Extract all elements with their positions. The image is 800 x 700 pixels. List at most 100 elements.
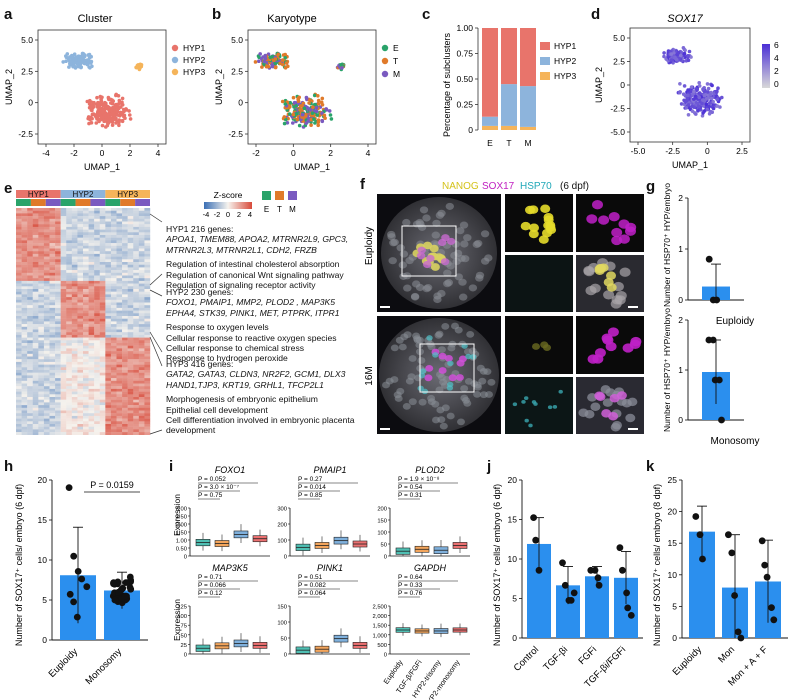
heatmap-cell <box>77 353 84 357</box>
panel-b-xticks: -2 0 2 4 <box>252 144 371 158</box>
heatmap-cell <box>16 213 22 217</box>
heatmap-cell <box>49 397 56 400</box>
heatmap-cell <box>49 375 56 379</box>
heatmap-cell <box>83 289 89 292</box>
heatmap-cell <box>55 415 61 419</box>
heatmap-cell <box>71 383 78 387</box>
heatmap-cell <box>138 286 145 290</box>
tick-label: -5.0 <box>631 146 646 156</box>
heatmap-cell <box>55 383 61 387</box>
heatmap-cell <box>99 429 106 433</box>
heatmap-cell <box>94 262 100 265</box>
heatmap-cell <box>122 275 128 279</box>
umap-point <box>95 105 100 109</box>
zscore-tick: -2 <box>214 210 221 219</box>
heatmap-cell <box>32 421 39 425</box>
heatmap-cell <box>43 299 50 303</box>
heatmap-cell <box>16 367 22 371</box>
heatmap-cell <box>110 372 117 376</box>
heatmap-cell <box>66 397 73 400</box>
group-bar-segment <box>60 190 106 198</box>
heatmap-cell <box>21 353 28 357</box>
heatmap-cell <box>83 361 89 365</box>
heatmap-cell <box>144 405 151 408</box>
heatmap-cell <box>83 380 89 384</box>
heatmap-cell <box>66 372 73 376</box>
cell-nucleus <box>418 398 427 406</box>
heatmap-cell <box>94 297 100 300</box>
heatmap-cell <box>138 397 145 400</box>
heatmap-cell <box>16 291 22 295</box>
heatmap-cell <box>71 340 78 344</box>
heatmap-cell <box>138 218 145 222</box>
heatmap-cell <box>99 345 106 349</box>
tick-label: 10 <box>38 555 48 565</box>
heatmap-cell <box>127 224 134 228</box>
heatmap-cell <box>66 216 73 219</box>
heatmap-cell <box>110 391 117 395</box>
heatmap-cell <box>27 302 33 306</box>
heatmap-cell <box>43 278 50 282</box>
heatmap-cell <box>116 259 123 263</box>
heatmap-cell <box>94 208 100 211</box>
heatmap-cell <box>138 221 145 225</box>
heatmap-cell <box>71 418 78 422</box>
heatmap-cell <box>127 345 134 349</box>
heatmap-cell <box>144 351 151 354</box>
heatmap-cell <box>144 232 151 236</box>
heatmap-cell <box>110 324 117 327</box>
heatmap-cell <box>27 343 33 346</box>
heatmap-cell <box>16 259 22 263</box>
heatmap-cell <box>116 405 123 408</box>
heatmap-cell <box>116 329 123 333</box>
heatmap-cell <box>60 340 67 344</box>
heatmap-cell <box>133 262 140 265</box>
umap-point <box>98 117 103 122</box>
heatmap-cell <box>88 259 95 263</box>
heatmap-cell <box>127 248 134 252</box>
heatmap-cell <box>27 340 33 344</box>
heatmap-cell <box>133 359 140 363</box>
heatmap-cell <box>127 291 134 295</box>
tick-label: 15 <box>668 538 678 548</box>
heatmap-cell <box>144 297 151 300</box>
heatmap-cell <box>32 370 39 373</box>
tick-label: 75 <box>181 624 187 630</box>
heatmap-cell <box>21 235 28 238</box>
panel-k-ylabel: Number of SOX17⁺ cells/ embryo (8 dpf) <box>652 484 662 646</box>
heatmap-cell <box>122 232 128 236</box>
heatmap-cell <box>43 208 50 211</box>
p-value-label: P = 0.71 <box>198 574 223 581</box>
heatmap-cell <box>83 321 89 325</box>
heatmap-cell <box>122 407 128 411</box>
tick-label: -2.5 <box>610 104 625 114</box>
heatmap-cell <box>110 378 117 381</box>
heatmap-cell <box>32 332 39 336</box>
heatmap-cell <box>55 421 61 425</box>
heatmap-cell <box>38 343 45 346</box>
karyotype-bar-segment <box>105 199 121 206</box>
heatmap-cell <box>88 253 95 257</box>
heatmap-cell <box>144 289 151 292</box>
heatmap-cell <box>94 324 100 327</box>
heatmap-cell <box>110 375 117 379</box>
heatmap-cell <box>122 394 128 398</box>
heatmap-cell <box>105 370 112 373</box>
heatmap-cell <box>66 356 73 360</box>
heatmap-cell <box>43 286 50 290</box>
heatmap-cell <box>116 353 123 357</box>
heatmap-cell <box>77 418 84 422</box>
heatmap-cell <box>55 316 61 319</box>
heatmap-cell <box>55 348 61 352</box>
group-bar-segment <box>105 190 150 198</box>
umap-point <box>288 100 292 105</box>
umap-point <box>320 103 325 107</box>
heatmap-cell <box>88 275 95 279</box>
heatmap-cell <box>110 243 117 246</box>
data-point <box>594 574 602 582</box>
umap-point <box>291 95 296 100</box>
heatmap-cell <box>116 426 123 430</box>
panel-f-row-16m: 16M <box>364 366 375 385</box>
heatmap-cell <box>99 256 106 260</box>
cell-nucleus <box>390 344 399 352</box>
